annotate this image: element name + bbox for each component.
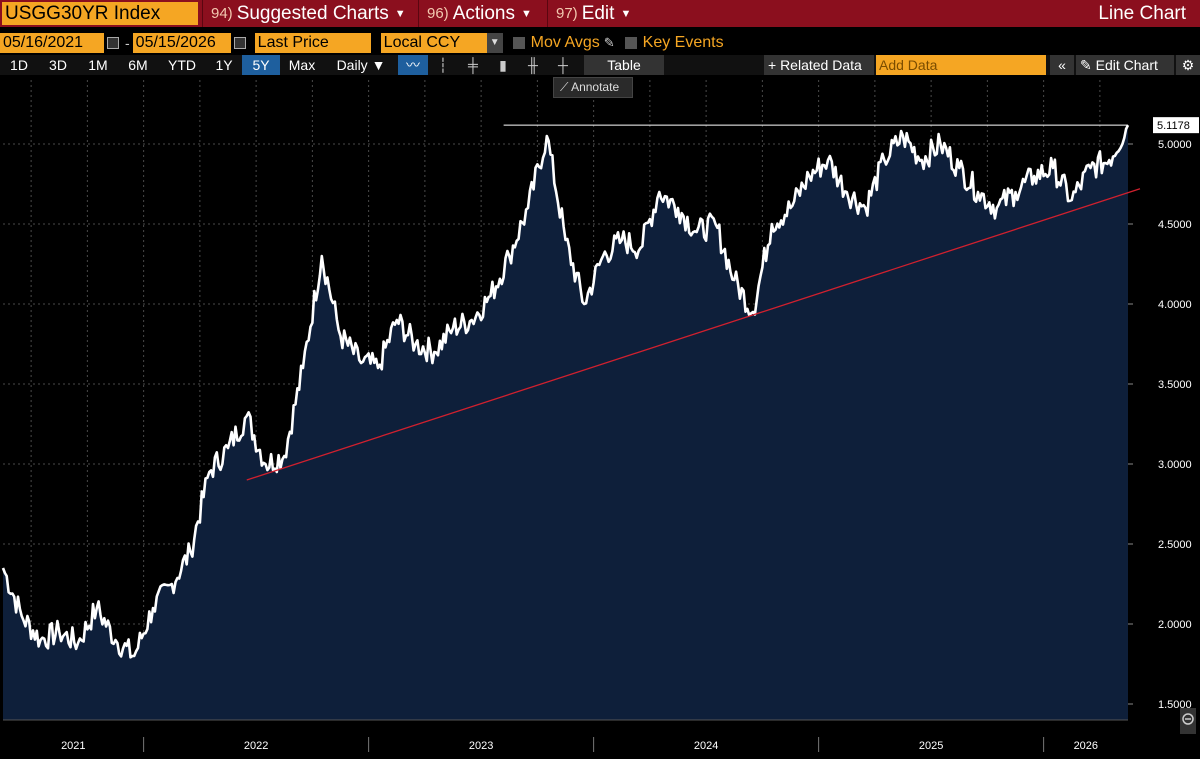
range-6m-button[interactable]: 6M — [128, 57, 148, 73]
related-data-button[interactable]: + Related Data — [764, 55, 874, 75]
volume-icon[interactable]: ┼ — [558, 57, 568, 73]
frequency-dropdown[interactable]: Daily ▼ — [336, 57, 386, 73]
caret-down-icon: ▼ — [394, 7, 406, 20]
range-max-button[interactable]: Max — [288, 57, 316, 73]
y-tick-label: 5.0000 — [1158, 139, 1192, 151]
range-ytd-button[interactable]: YTD — [168, 57, 196, 73]
key-events-checkbox[interactable] — [624, 37, 637, 49]
date-price-row: 05/16/2021 - 05/15/2026 Last Price Local… — [0, 32, 1200, 54]
edit-chart-button[interactable]: ✎ Edit Chart — [1076, 55, 1174, 75]
end-date-input[interactable]: 05/15/2026 — [132, 33, 231, 53]
toolbar-row: 1D 3D 1M 6M YTD 1Y 5Y Max Daily ▼ 〰 ┆ ╪ … — [0, 55, 1200, 75]
range-5y-button[interactable]: 5Y — [242, 55, 280, 75]
x-tick-label: 2023 — [469, 740, 493, 752]
caret-down-icon: ▼ — [620, 7, 632, 20]
x-tick-label: 2022 — [244, 740, 268, 752]
y-tick-label: 3.5000 — [1158, 379, 1192, 391]
x-axis-band — [0, 728, 1200, 759]
calendar-icon[interactable] — [107, 37, 119, 49]
ohlc-bar-icon[interactable]: ┆ — [438, 57, 448, 73]
actions-menu[interactable]: 96) Actions ▼ — [418, 0, 547, 27]
y-tick-label: 2.0000 — [1158, 619, 1192, 631]
x-tick-label: 2024 — [694, 740, 718, 752]
menu-number: 97) — [556, 5, 578, 22]
y-tick-label: 4.5000 — [1158, 219, 1192, 231]
menu-number: 94) — [211, 5, 233, 22]
bar-chart-icon[interactable]: ▮ — [499, 57, 507, 73]
range-1y-button[interactable]: 1Y — [215, 57, 233, 73]
gear-icon[interactable]: ⚙ — [1176, 55, 1200, 75]
annotate-button[interactable]: ⟋ Annotate — [553, 77, 633, 98]
menu-label: Suggested Charts — [236, 2, 389, 24]
trend-line[interactable] — [246, 188, 1141, 481]
range-1d-button[interactable]: 1D — [10, 57, 28, 73]
x-tick-label: 2021 — [61, 740, 85, 752]
y-tick-label: 2.5000 — [1158, 539, 1192, 551]
add-data-input[interactable] — [876, 55, 1046, 75]
view-title: Line Chart — [1098, 2, 1186, 24]
last-price-value: 5.1178 — [1157, 120, 1190, 132]
menu-label: Edit — [581, 2, 615, 24]
price-line — [1, 124, 1130, 659]
mov-avgs-checkbox[interactable] — [512, 37, 525, 49]
y-tick-label: 4.0000 — [1158, 299, 1192, 311]
caret-down-icon: ▼ — [521, 7, 532, 20]
y-tick-label: 3.0000 — [1158, 459, 1192, 471]
range-3d-button[interactable]: 3D — [49, 57, 67, 73]
collapse-icon[interactable]: « — [1050, 55, 1074, 75]
mov-avgs-label: Mov Avgs — [530, 34, 600, 51]
x-tick-label: 2026 — [1074, 740, 1098, 752]
line-chart-icon[interactable]: 〰 — [398, 55, 428, 75]
table-button[interactable]: Table — [584, 55, 664, 75]
currency-selector[interactable]: Local CCY — [380, 33, 487, 53]
y-axis: 1.50002.00002.50003.00003.50004.00004.50… — [1128, 139, 1192, 711]
suggested-charts-menu[interactable]: 94) Suggested Charts ▼ — [202, 0, 418, 27]
x-tick-label: 2025 — [919, 740, 943, 752]
key-events-label: Key Events — [642, 34, 724, 51]
x-axis: 2021 2022 2023 2024 2025 2026 — [0, 719, 1200, 759]
dropdown-arrow-icon[interactable]: ▼ — [486, 33, 503, 53]
field-selector[interactable]: Last Price — [254, 33, 371, 53]
ticker-field[interactable]: USGG30YR Index — [2, 2, 198, 25]
range-1m-button[interactable]: 1M — [88, 57, 108, 73]
last-price-label: 5.1178 — [1153, 117, 1199, 134]
candlestick-icon[interactable]: ╪ — [468, 57, 478, 73]
calendar-icon[interactable] — [233, 37, 246, 49]
hlc-icon[interactable]: ╫ — [528, 57, 538, 73]
date-separator: - — [125, 35, 130, 51]
edit-menu[interactable]: 97) Edit ▼ — [547, 0, 637, 27]
start-date-input[interactable]: 05/16/2021 — [0, 33, 104, 53]
menu-number: 96) — [427, 5, 449, 22]
zoom-out-icon[interactable] — [1180, 708, 1196, 734]
price-area-fill — [3, 125, 1128, 720]
pencil-icon[interactable]: ✎ — [603, 35, 615, 50]
top-bar: USGG30YR Index 94) Suggested Charts ▼ 96… — [0, 0, 1200, 27]
menu-label: Actions — [452, 2, 515, 24]
